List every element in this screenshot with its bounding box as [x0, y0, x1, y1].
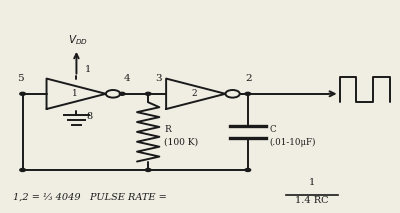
Text: 1: 1 — [85, 65, 92, 74]
Circle shape — [245, 92, 251, 95]
Circle shape — [20, 168, 26, 171]
Text: 1,2 = ⅓ 4049   PULSE RATE =: 1,2 = ⅓ 4049 PULSE RATE = — [13, 193, 166, 202]
Circle shape — [145, 168, 151, 171]
Circle shape — [119, 92, 125, 95]
Text: 2: 2 — [246, 74, 252, 83]
Text: R
(100 K): R (100 K) — [164, 125, 198, 147]
Text: 1: 1 — [72, 89, 77, 98]
Circle shape — [20, 92, 26, 95]
Text: 4: 4 — [124, 74, 131, 83]
Circle shape — [245, 168, 251, 171]
Text: 1: 1 — [308, 178, 315, 187]
Text: 3: 3 — [156, 74, 162, 83]
Text: $V_{DD}$: $V_{DD}$ — [68, 33, 88, 47]
Text: 5: 5 — [17, 74, 24, 83]
Text: 1.4 RC: 1.4 RC — [295, 196, 328, 205]
Text: C
(.01-10μF): C (.01-10μF) — [270, 125, 316, 147]
Circle shape — [145, 92, 151, 95]
Text: 2: 2 — [191, 89, 197, 98]
Text: 8: 8 — [86, 112, 92, 121]
